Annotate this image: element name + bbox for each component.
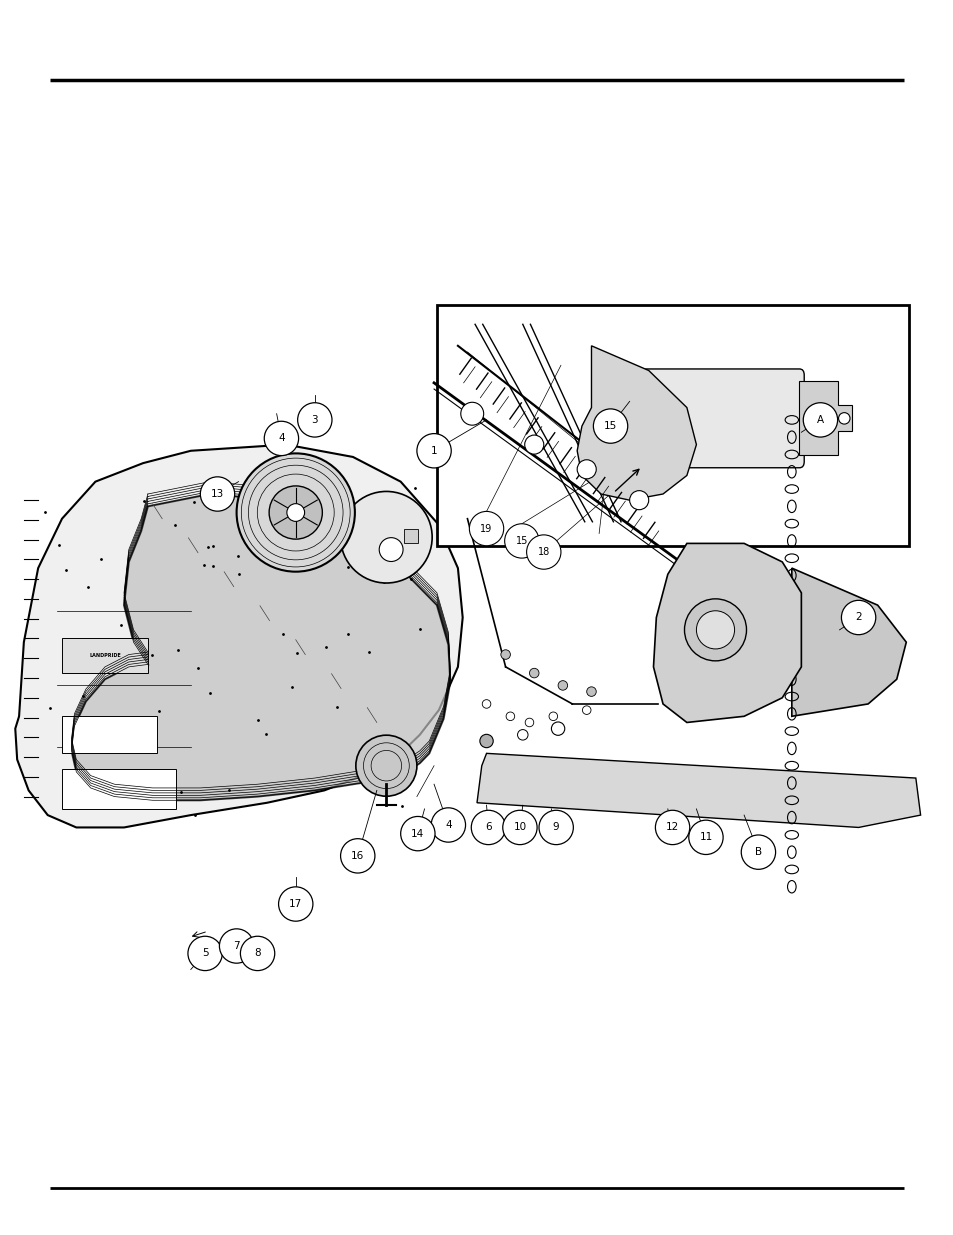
Text: 11: 11: [699, 832, 712, 842]
Ellipse shape: [469, 511, 503, 546]
Ellipse shape: [838, 412, 849, 424]
Ellipse shape: [340, 839, 375, 873]
Ellipse shape: [278, 887, 313, 921]
Text: LANDPRIDE: LANDPRIDE: [89, 653, 121, 658]
Text: 19: 19: [480, 524, 492, 534]
Ellipse shape: [460, 403, 483, 425]
Ellipse shape: [236, 453, 355, 572]
Text: 16: 16: [351, 851, 364, 861]
Ellipse shape: [500, 650, 510, 659]
Text: 15: 15: [603, 421, 617, 431]
Ellipse shape: [471, 810, 505, 845]
Polygon shape: [71, 494, 450, 800]
Text: B: B: [754, 847, 761, 857]
Ellipse shape: [400, 816, 435, 851]
Ellipse shape: [504, 524, 538, 558]
Text: A: A: [816, 415, 823, 425]
Ellipse shape: [269, 485, 322, 540]
Ellipse shape: [696, 611, 734, 648]
Ellipse shape: [688, 820, 722, 855]
Ellipse shape: [655, 810, 689, 845]
Ellipse shape: [586, 687, 596, 697]
Text: 2: 2: [855, 613, 861, 622]
Ellipse shape: [538, 810, 573, 845]
Ellipse shape: [240, 936, 274, 971]
Text: 1: 1: [431, 446, 436, 456]
Text: 17: 17: [289, 899, 302, 909]
Polygon shape: [476, 753, 920, 827]
Ellipse shape: [287, 504, 304, 521]
Ellipse shape: [526, 535, 560, 569]
Text: 8: 8: [254, 948, 260, 958]
Ellipse shape: [297, 403, 332, 437]
Ellipse shape: [683, 599, 746, 661]
Polygon shape: [577, 346, 696, 500]
Text: 18: 18: [537, 547, 549, 557]
Text: 4: 4: [278, 433, 284, 443]
Polygon shape: [15, 445, 462, 827]
Ellipse shape: [264, 421, 298, 456]
Ellipse shape: [802, 403, 837, 437]
Ellipse shape: [479, 735, 493, 747]
Text: 12: 12: [665, 823, 679, 832]
Polygon shape: [653, 543, 801, 722]
Ellipse shape: [841, 600, 875, 635]
Text: 7: 7: [233, 941, 239, 951]
Text: 13: 13: [211, 489, 224, 499]
Bar: [403, 529, 417, 543]
Text: 4: 4: [445, 820, 451, 830]
Ellipse shape: [431, 808, 465, 842]
Ellipse shape: [524, 435, 543, 454]
Text: 9: 9: [553, 823, 558, 832]
Ellipse shape: [355, 735, 416, 797]
Ellipse shape: [502, 810, 537, 845]
Ellipse shape: [577, 459, 596, 479]
Ellipse shape: [200, 477, 234, 511]
Text: 3: 3: [312, 415, 317, 425]
Text: 15: 15: [516, 536, 527, 546]
Bar: [436, 305, 908, 546]
Ellipse shape: [593, 409, 627, 443]
FancyBboxPatch shape: [641, 369, 803, 468]
Ellipse shape: [416, 433, 451, 468]
Ellipse shape: [188, 936, 222, 971]
Text: 14: 14: [411, 829, 424, 839]
Ellipse shape: [740, 835, 775, 869]
Polygon shape: [799, 382, 851, 456]
Polygon shape: [791, 568, 905, 716]
Ellipse shape: [379, 537, 403, 562]
Ellipse shape: [219, 929, 253, 963]
Bar: [62, 716, 157, 753]
Bar: [62, 638, 148, 673]
Text: 10: 10: [513, 823, 526, 832]
Ellipse shape: [648, 411, 663, 426]
Ellipse shape: [529, 668, 538, 678]
Text: 5: 5: [202, 948, 208, 958]
Ellipse shape: [340, 492, 432, 583]
Ellipse shape: [629, 490, 648, 510]
Ellipse shape: [558, 680, 567, 690]
Bar: [62, 769, 176, 809]
Text: 6: 6: [485, 823, 491, 832]
